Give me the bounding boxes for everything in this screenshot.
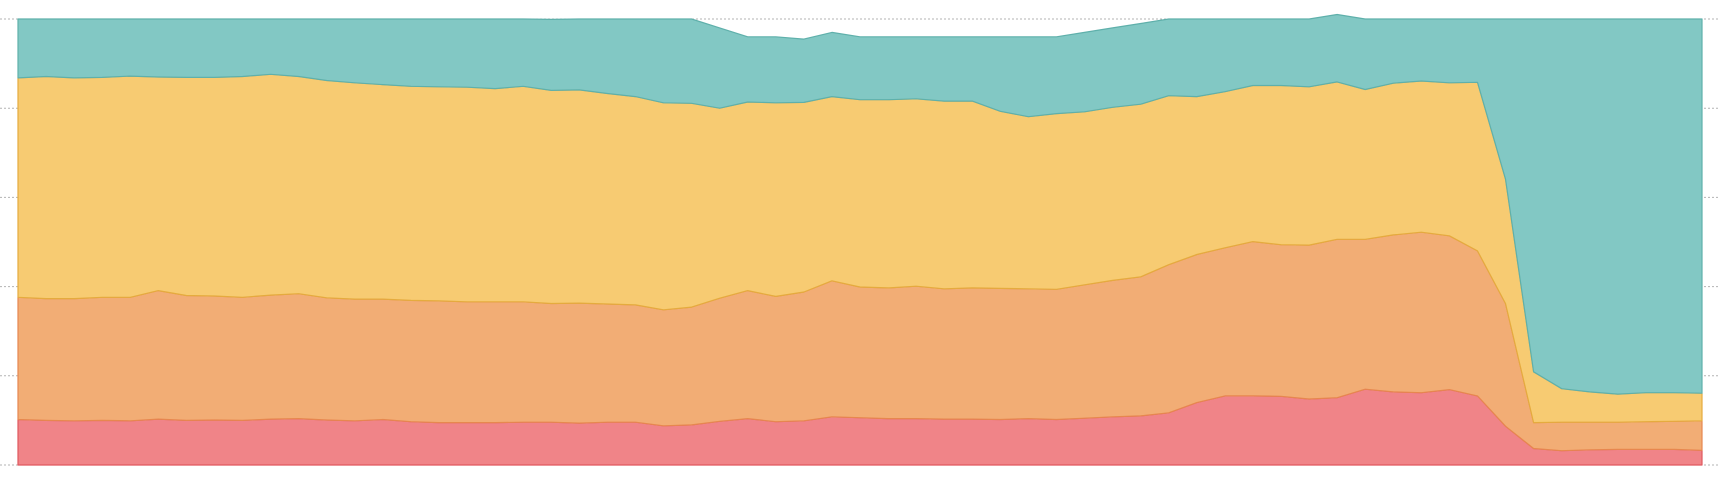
area-series-4: [17, 13, 1703, 395]
area-layers: [17, 13, 1703, 466]
